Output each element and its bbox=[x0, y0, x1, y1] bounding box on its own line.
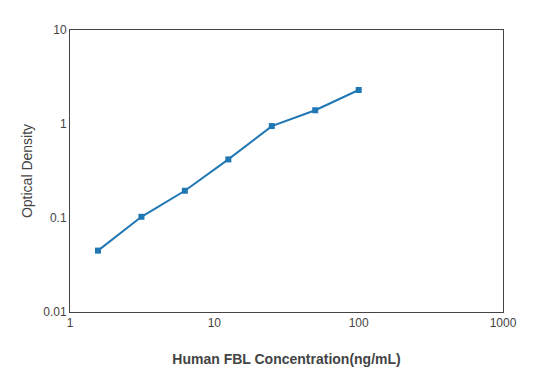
svg-text:10: 10 bbox=[208, 316, 222, 330]
svg-text:10: 10 bbox=[53, 23, 67, 37]
svg-text:0.1: 0.1 bbox=[50, 211, 67, 225]
svg-text:Optical Density: Optical Density bbox=[19, 124, 35, 218]
svg-text:1: 1 bbox=[60, 117, 67, 131]
svg-text:0.01: 0.01 bbox=[43, 305, 67, 319]
svg-text:1: 1 bbox=[67, 316, 74, 330]
svg-text:Human FBL Concentration(ng/mL): Human FBL Concentration(ng/mL) bbox=[172, 351, 400, 367]
svg-text:1000: 1000 bbox=[490, 316, 517, 330]
svg-text:100: 100 bbox=[349, 316, 369, 330]
